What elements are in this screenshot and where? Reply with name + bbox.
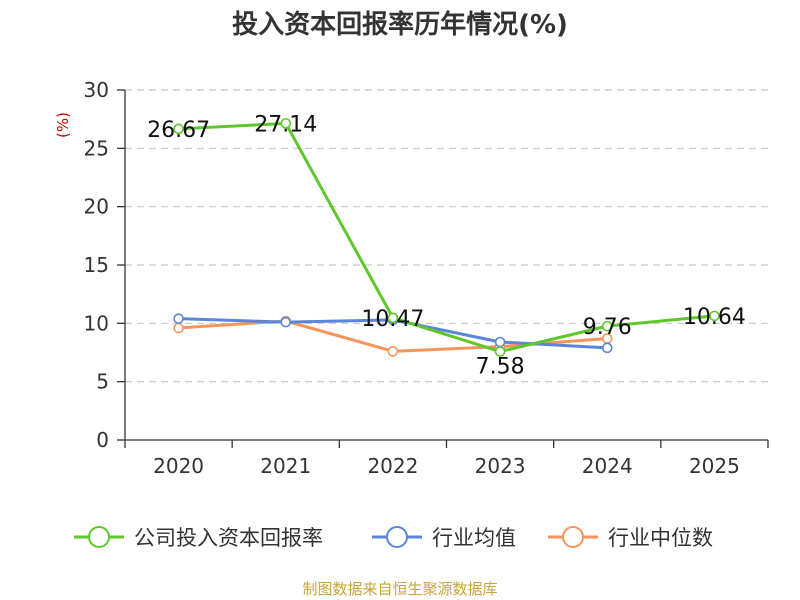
- legend-marker-1: [386, 526, 408, 548]
- x-tick-label-2020: 2020: [153, 454, 204, 478]
- data-label-0: 26.67: [147, 118, 210, 143]
- x-tick-label-2023: 2023: [475, 454, 526, 478]
- data-point-1-1: [280, 316, 292, 328]
- y-axis-label: (%): [54, 112, 72, 138]
- series: [173, 118, 720, 357]
- legend-item-0: 公司投入资本回报率: [74, 526, 323, 550]
- data-label-3: 7.58: [476, 355, 525, 380]
- data-point-0-1: [280, 118, 292, 129]
- y-tick-label-30: 30: [84, 78, 109, 102]
- data-point-0-4: [601, 320, 613, 332]
- x-tick-label-2021: 2021: [260, 454, 311, 478]
- data-point-0-2: [387, 312, 399, 324]
- series-line-0: [178, 121, 715, 354]
- source-note: 制图数据来自恒生聚源数据库: [302, 580, 497, 598]
- legend-label-2: 行业中位数: [608, 526, 713, 550]
- y-tick-label-5: 5: [96, 370, 109, 394]
- y-tick-label-25: 25: [84, 136, 109, 160]
- y-tick-label-10: 10: [84, 311, 109, 335]
- data-label-5: 10.64: [683, 305, 746, 330]
- legend-marker-2: [562, 526, 584, 548]
- x-tick-label-2025: 2025: [689, 454, 740, 478]
- x-tick-label-2024: 2024: [582, 454, 633, 478]
- data-point-1-4: [601, 342, 613, 354]
- series-0: [173, 118, 720, 357]
- legend-label-0: 公司投入资本回报率: [134, 526, 323, 550]
- data-point-1-0: [173, 313, 184, 324]
- x-tick-label-2022: 2022: [367, 454, 418, 478]
- data-point-0-5: [709, 310, 720, 322]
- data-point-1-3: [494, 336, 506, 348]
- data-label-4: 9.76: [583, 315, 632, 340]
- data-point-0-0: [173, 123, 184, 135]
- data-point-0-3: [494, 346, 506, 357]
- data-point-2-0: [173, 322, 184, 334]
- grid: [125, 89, 768, 383]
- legend-item-2: 行业中位数: [548, 526, 713, 550]
- data-labels: 26.67 27.14 10.47 7.58 9.76 10.64: [147, 112, 746, 379]
- legend-label-1: 行业均值: [432, 526, 516, 550]
- data-label-2: 10.47: [361, 307, 424, 332]
- legend-item-1: 行业均值: [372, 526, 516, 550]
- y-tick-label-20: 20: [84, 195, 109, 219]
- data-point-2-2: [387, 346, 399, 357]
- chart-title: 投入资本回报率历年情况(%): [232, 9, 568, 40]
- data-label-1: 27.14: [254, 112, 317, 137]
- y-tick-label-0: 0: [96, 428, 109, 452]
- legend: 公司投入资本回报率 行业均值 行业中位数: [74, 526, 713, 550]
- legend-marker-0: [88, 526, 110, 548]
- y-tick-label-15: 15: [84, 253, 109, 277]
